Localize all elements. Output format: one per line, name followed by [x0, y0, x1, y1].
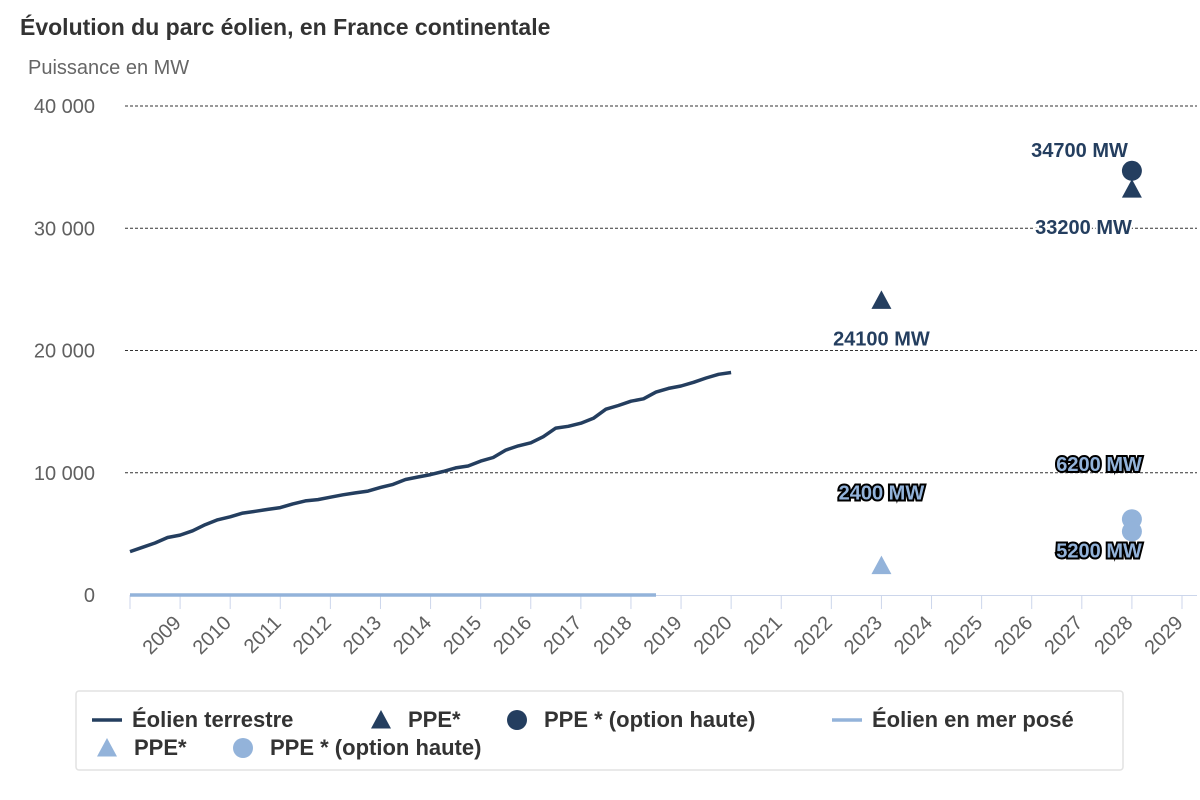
x-tick-label: 2024 [890, 612, 937, 659]
y-tick-label: 10 000 [34, 463, 95, 485]
x-tick-label: 2014 [389, 612, 436, 659]
legend-item-ppe-option-haute[interactable]: PPE * (option haute) [233, 735, 481, 760]
x-tick-label: 2012 [289, 612, 336, 659]
y-tick-label: 30 000 [34, 218, 95, 240]
x-tick-label: 2017 [539, 612, 586, 659]
legend-item-eolien-terrestre[interactable]: Éolien terrestre [92, 707, 293, 732]
x-tick-label: 2013 [339, 612, 386, 659]
legend-circle-symbol[interactable] [233, 738, 253, 758]
x-axis: 2009 2010 2011 2012 2013 2014 2015 2016 2017 2018… [129, 595, 1197, 659]
data-label: 5200 MW [1056, 540, 1142, 562]
x-tick-label: 2015 [439, 612, 486, 659]
data-label: 2400 MW [839, 483, 925, 505]
legend-label: PPE * (option haute) [544, 707, 755, 732]
data-label: 33200 MW [1035, 217, 1132, 239]
x-tick-label: 2028 [1090, 612, 1137, 659]
x-tick-label: 2027 [1040, 612, 1087, 659]
ppe-triangle-marker[interactable] [871, 290, 892, 309]
ppe-triangle-marker[interactable] [1121, 179, 1142, 198]
chart-title: Évolution du parc éolien, en France cont… [20, 14, 551, 40]
x-tick-label: 2022 [790, 612, 837, 659]
y-tick-label: 20 000 [34, 341, 95, 363]
legend-label: PPE* [408, 707, 461, 732]
data-label: 6200 MW [1056, 454, 1142, 476]
ppe-circle-marker[interactable] [1121, 521, 1142, 542]
x-tick-label: 2011 [240, 612, 286, 658]
x-tick-label: 2020 [690, 612, 737, 659]
y-axis: 0 10 000 20 000 30 000 40 000 [34, 96, 95, 607]
ppe-triangle-marker[interactable] [871, 555, 892, 575]
legend-label: PPE* [134, 735, 187, 760]
legend-item-ppe-option-haute[interactable]: PPE * (option haute) [507, 707, 755, 732]
legend-label: PPE * (option haute) [270, 735, 481, 760]
x-tick-label: 2018 [589, 612, 636, 659]
eolien-terrestre-line[interactable] [129, 370, 732, 554]
x-tick-label: 2025 [940, 612, 987, 659]
data-label: 34700 MW [1031, 140, 1128, 162]
data-label: 24100 MW [833, 328, 930, 350]
y-tick-label: 0 [84, 585, 95, 607]
legend-item-ppe[interactable]: PPE* [371, 707, 461, 732]
legend-triangle-symbol[interactable] [97, 738, 117, 757]
legend-circle-symbol[interactable] [507, 710, 527, 730]
plot-series [129, 160, 1142, 597]
y-tick-label: 40 000 [34, 96, 95, 118]
x-tick-label: 2010 [189, 612, 236, 659]
ppe-circle-marker[interactable] [1121, 160, 1142, 181]
legend-label: Éolien en mer posé [872, 707, 1074, 732]
x-tick-label: 2021 [740, 612, 787, 659]
x-tick-label: 2029 [1141, 612, 1188, 659]
x-tick-label: 2016 [489, 612, 536, 659]
chart-subtitle: Puissance en MW [28, 57, 190, 79]
data-labels: 24100 MW 33200 MW 34700 MW 2400 MW 6200 MW 52… [831, 138, 1144, 565]
legend[interactable]: Éolien terrestre PPE* PPE * (option haute)… [75, 690, 1124, 771]
legend-triangle-symbol[interactable] [371, 710, 391, 729]
x-tick-label: 2019 [640, 612, 687, 659]
legend-box [75, 690, 1124, 771]
x-tick-label: 2026 [990, 612, 1037, 659]
x-tick-label: 2009 [139, 612, 186, 659]
legend-label: Éolien terrestre [132, 707, 293, 732]
legend-item-eolien-en-mer-pose[interactable]: Éolien en mer posé [832, 707, 1074, 732]
legend-item-ppe[interactable]: PPE* [97, 735, 187, 760]
x-tick-label: 2023 [840, 612, 887, 659]
grid-lines [125, 105, 1197, 474]
